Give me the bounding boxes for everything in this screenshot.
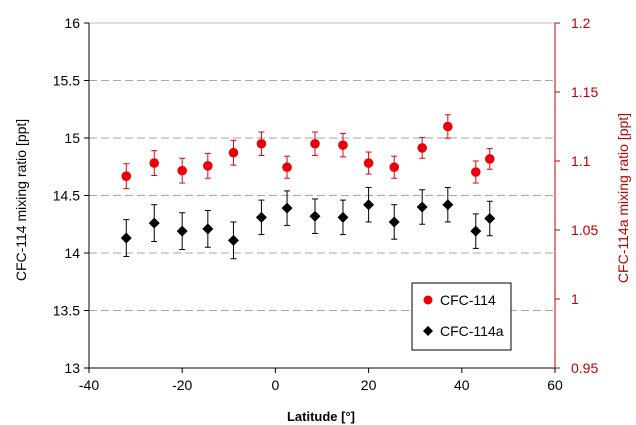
right-tick-label: 1.2 <box>571 15 591 31</box>
x-tick-label: 20 <box>361 377 377 393</box>
data-point <box>176 225 188 237</box>
data-point <box>281 202 293 214</box>
left-axis-title: CFC-114 mixing ratio [ppt] <box>13 119 29 281</box>
right-tick-label: 0.95 <box>571 360 598 376</box>
left-y-axis: 13 13.5 14 14.5 15 15.5 16 <box>53 15 90 376</box>
data-point <box>149 158 160 168</box>
data-point <box>255 211 267 223</box>
data-point <box>484 213 496 224</box>
data-point <box>442 199 454 211</box>
data-point <box>443 121 453 132</box>
data-point <box>310 138 320 149</box>
right-tick-label: 1.15 <box>571 84 598 100</box>
data-point <box>282 162 292 173</box>
data-point <box>148 217 160 229</box>
data-point <box>363 199 375 211</box>
left-tick-label: 13 <box>64 360 80 376</box>
legend-marker-cfc114a <box>423 326 433 336</box>
right-y-axis: 0.95 1 1.05 1.1 1.15 1.2 <box>554 15 598 376</box>
data-point <box>416 201 428 213</box>
data-point <box>363 158 374 168</box>
left-tick-label: 14 <box>64 245 80 261</box>
data-point <box>338 140 348 150</box>
left-tick-label: 16 <box>64 15 80 31</box>
data-point <box>203 161 213 171</box>
x-axis: -40 -20 0 20 40 60 <box>79 367 563 393</box>
data-point <box>417 143 427 153</box>
data-points <box>120 114 496 260</box>
data-point <box>309 210 321 222</box>
series-cfc114 <box>121 114 495 190</box>
data-point <box>121 171 132 181</box>
right-tick-label: 1 <box>571 291 579 307</box>
data-point <box>177 165 187 176</box>
data-point <box>337 211 349 223</box>
data-point <box>227 234 239 246</box>
right-axis-title: CFC-114a mixing ratio [ppt] <box>615 113 631 283</box>
data-point <box>484 154 495 164</box>
x-tick-label: 60 <box>547 377 563 393</box>
data-point <box>202 223 214 235</box>
left-tick-label: 15 <box>64 130 80 146</box>
right-tick-label: 1.05 <box>571 222 598 238</box>
legend-box <box>411 282 512 351</box>
data-point <box>389 162 400 173</box>
data-point <box>256 138 267 149</box>
gridlines <box>89 22 555 311</box>
x-tick-label: 40 <box>454 377 470 393</box>
series-cfc114a <box>120 186 496 260</box>
left-tick-label: 13.5 <box>53 303 80 319</box>
legend-label-cfc114a: CFC-114a <box>440 323 504 339</box>
data-point <box>228 147 239 158</box>
legend-label-cfc114: CFC-114 <box>440 292 496 308</box>
left-tick-label: 14.5 <box>53 188 80 204</box>
left-tick-label: 15.5 <box>53 73 80 89</box>
x-tick-label: 0 <box>272 377 280 393</box>
legend-marker-cfc114 <box>423 295 433 305</box>
data-point <box>470 167 481 177</box>
data-point <box>388 216 400 228</box>
x-axis-title: Latitude [°] <box>287 409 355 424</box>
legend: CFC-114 CFC-114a <box>411 282 512 351</box>
x-tick-label: -40 <box>79 377 99 393</box>
data-point <box>120 232 132 244</box>
data-point <box>470 225 482 237</box>
right-tick-label: 1.1 <box>571 153 591 169</box>
x-tick-label: -20 <box>172 377 192 393</box>
